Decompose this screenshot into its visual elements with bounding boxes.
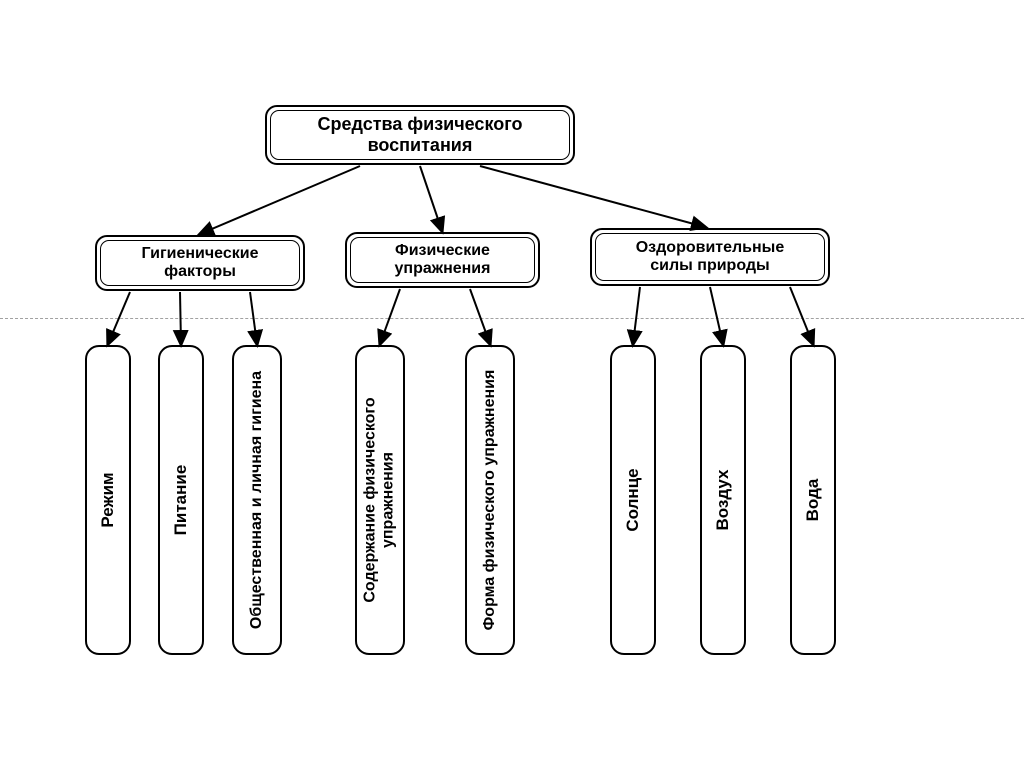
leaf-label-exercise-form: Форма физического упражнения	[481, 360, 499, 640]
arrow-nature-leaf3	[790, 287, 813, 344]
leaf-node-water: Вода	[790, 345, 836, 655]
level2-label-exercises-1: Физические	[395, 242, 490, 259]
level2-label-exercises-2: упражнения	[395, 260, 491, 277]
leaf-node-exercise-content: Содержание физического упражнения	[355, 345, 405, 655]
root-label-line2: воспитания	[368, 135, 473, 155]
leaf-node-exercise-form: Форма физического упражнения	[465, 345, 515, 655]
arrow-exercises-leaf1	[380, 289, 400, 344]
arrow-exercises-leaf2	[470, 289, 490, 344]
level2-inner-hygiene: Гигиенические факторы	[100, 240, 300, 286]
arrow-nature-leaf1	[633, 287, 640, 344]
level2-label-hygiene-2: факторы	[164, 263, 236, 280]
leaf-label-regime: Режим	[98, 472, 118, 527]
root-label-line1: Средства физического	[318, 114, 523, 134]
leaf-node-air: Воздух	[700, 345, 746, 655]
root-node: Средства физического воспитания	[265, 105, 575, 165]
level2-inner-exercises: Физические упражнения	[350, 237, 535, 283]
leaf-node-regime: Режим	[85, 345, 131, 655]
level2-node-nature: Оздоровительные силы природы	[590, 228, 830, 286]
level2-label-nature-2: силы природы	[650, 257, 769, 274]
root-node-inner: Средства физического воспитания	[270, 110, 570, 160]
arrow-root-exercises	[420, 166, 442, 231]
level2-label-nature-1: Оздоровительные	[636, 239, 785, 256]
level2-node-hygiene: Гигиенические факторы	[95, 235, 305, 291]
leaf-label-sun: Солнце	[623, 468, 643, 531]
level2-inner-nature: Оздоровительные силы природы	[595, 233, 825, 281]
arrow-nature-leaf2	[710, 287, 723, 344]
arrow-root-hygiene	[200, 166, 360, 234]
leaf-label-nutrition: Питание	[171, 465, 191, 536]
leaf-label-exercise-content: Содержание физического упражнения	[362, 360, 399, 640]
leaf-label-hygiene-public: Общественная и личная гигиена	[248, 360, 266, 640]
level2-label-hygiene-1: Гигиенические	[141, 245, 258, 262]
level2-node-exercises: Физические упражнения	[345, 232, 540, 288]
arrow-root-nature	[480, 166, 705, 227]
dashed-guide-line	[0, 318, 1024, 319]
leaf-node-sun: Солнце	[610, 345, 656, 655]
leaf-label-water: Вода	[803, 479, 823, 522]
leaf-node-nutrition: Питание	[158, 345, 204, 655]
leaf-node-hygiene-public: Общественная и личная гигиена	[232, 345, 282, 655]
leaf-label-air: Воздух	[713, 469, 733, 530]
